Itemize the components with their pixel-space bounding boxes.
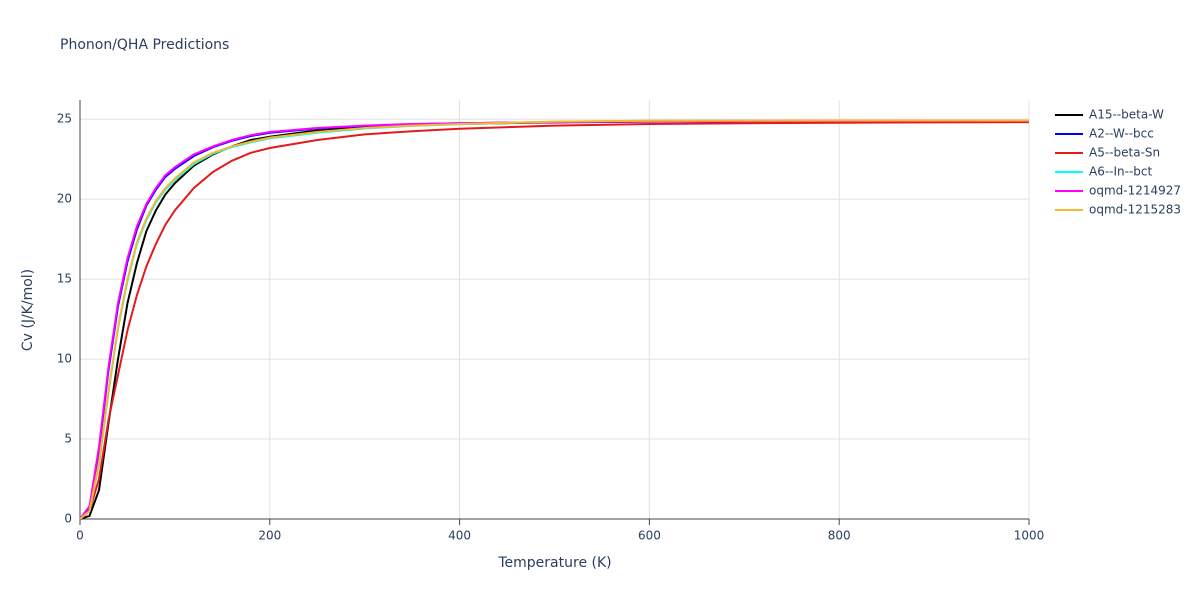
y-tick-label: 5 xyxy=(64,432,72,446)
chart-title: Phonon/QHA Predictions xyxy=(60,37,229,53)
y-tick-label: 15 xyxy=(57,272,72,286)
y-tick-label: 0 xyxy=(64,512,72,526)
legend-label[interactable]: A15--beta-W xyxy=(1089,108,1164,122)
y-tick-label: 10 xyxy=(57,352,72,366)
series-line xyxy=(79,119,1029,520)
x-tick-label: 800 xyxy=(828,529,851,543)
series-line xyxy=(79,121,1030,520)
x-tick-label: 0 xyxy=(76,529,84,543)
x-tick-label: 200 xyxy=(258,529,281,543)
legend-label[interactable]: oqmd-1214927 xyxy=(1089,184,1181,198)
x-tick-label: 400 xyxy=(448,529,471,543)
y-tick-label: 20 xyxy=(57,192,72,206)
series-line xyxy=(79,119,1029,520)
legend-label[interactable]: A6--In--bct xyxy=(1089,165,1153,179)
series-line xyxy=(79,119,1029,520)
series-line xyxy=(79,119,1029,520)
series-line xyxy=(79,119,1029,520)
legend-label[interactable]: oqmd-1215283 xyxy=(1089,203,1181,217)
x-tick-label: 1000 xyxy=(1014,529,1045,543)
x-tick-label: 600 xyxy=(638,529,661,543)
legend-label[interactable]: A5--beta-Sn xyxy=(1089,146,1160,160)
x-axis-title: Temperature (K) xyxy=(497,555,611,571)
y-axis-title: Cv (J/K/mol) xyxy=(20,269,36,351)
legend-label[interactable]: A2--W--bcc xyxy=(1089,127,1154,141)
y-tick-label: 25 xyxy=(57,112,72,126)
